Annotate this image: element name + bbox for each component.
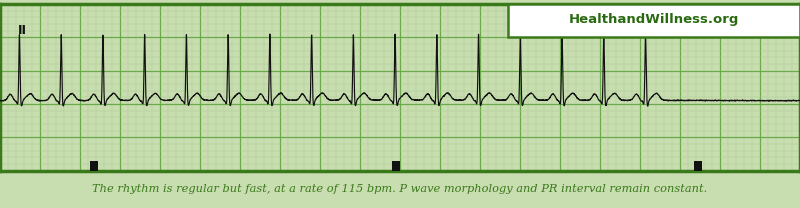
Text: The rhythm is regular but fast, at a rate of 115 bpm. P wave morphology and PR i: The rhythm is regular but fast, at a rat… xyxy=(92,184,708,194)
Bar xyxy=(694,161,702,171)
Bar xyxy=(90,161,98,171)
Text: HealthandWillness.org: HealthandWillness.org xyxy=(570,14,739,26)
Bar xyxy=(392,161,400,171)
Text: II: II xyxy=(18,24,26,37)
FancyBboxPatch shape xyxy=(508,4,800,37)
